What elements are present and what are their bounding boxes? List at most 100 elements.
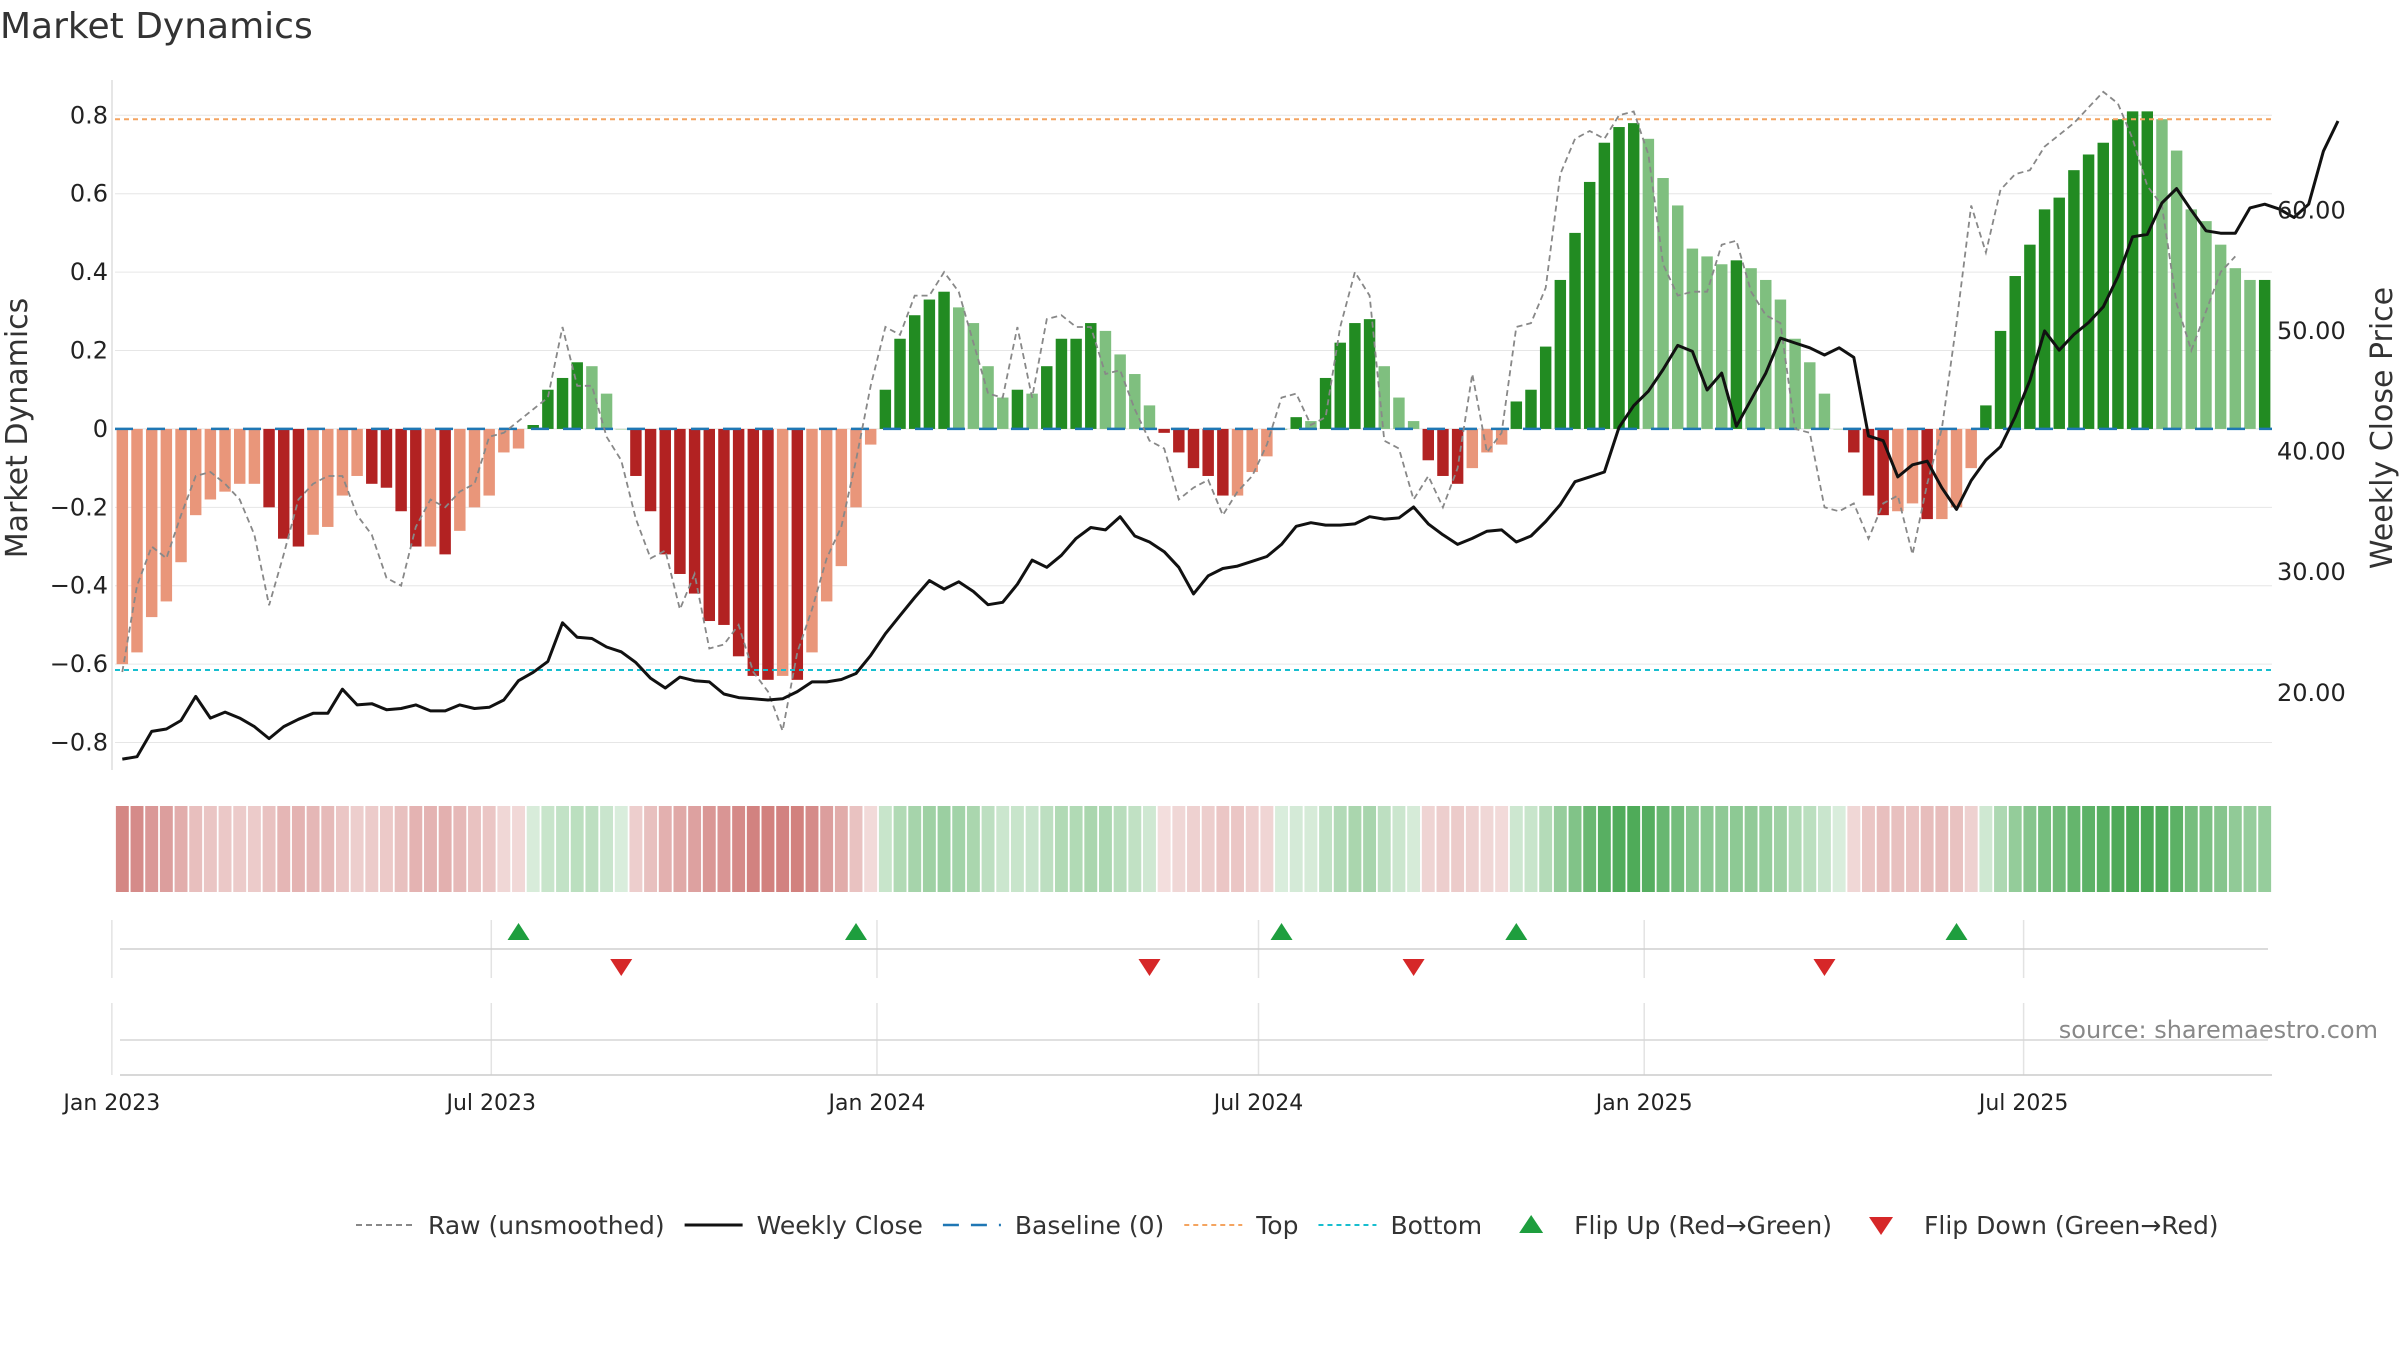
heat-cell [1333, 806, 1347, 892]
momentum-bar [2038, 209, 2051, 429]
legend-label: Flip Down (Green→Red) [1924, 1211, 2219, 1240]
momentum-bar [820, 428, 833, 602]
momentum-bar [1041, 366, 1053, 429]
momentum-bar [2068, 170, 2080, 429]
heat-cell [409, 806, 423, 892]
momentum-bar [1583, 181, 1596, 429]
heat-cell [1054, 806, 1068, 892]
heat-cell [1641, 806, 1655, 892]
heat-cell [497, 806, 511, 892]
momentum-bar [307, 428, 319, 535]
flip-up-marker [1270, 923, 1293, 940]
momentum-bar [718, 428, 730, 625]
heat-cell [1010, 806, 1024, 892]
y-tick-label: 0.2 [70, 337, 108, 365]
heat-cell [203, 806, 217, 892]
heat-cell [145, 806, 159, 892]
momentum-bar [1217, 428, 1229, 496]
momentum-bar [278, 428, 290, 539]
momentum-bar [1745, 268, 1757, 429]
momentum-bar [571, 362, 583, 429]
heat-cell [1201, 806, 1215, 892]
momentum-bar [2009, 276, 2021, 429]
flip-down-marker [1402, 959, 1425, 976]
flip-up-marker [1945, 923, 1968, 940]
y-tick-label: 0.4 [70, 258, 108, 286]
momentum-bar [1011, 389, 1024, 429]
momentum-bar [1980, 405, 1992, 429]
heat-cell [1187, 806, 1200, 892]
y2-tick-label: 40.00 [2277, 438, 2346, 466]
momentum-bar [1451, 428, 1464, 484]
heat-cell [556, 806, 569, 892]
heat-cell [732, 806, 746, 892]
momentum-bar [1026, 393, 1038, 429]
momentum-bar [1642, 138, 1655, 429]
momentum-bar [600, 393, 613, 429]
y-axis-ticks: 0.8 0.6 0.4 0.2 0 −0.2 −0.4 −0.6 −0.8 [50, 101, 108, 756]
heat-cell [1700, 806, 1714, 892]
momentum-heat-strip [115, 806, 2272, 892]
heat-cell [776, 806, 790, 892]
momentum-bar [776, 428, 789, 676]
heat-cell [717, 806, 731, 892]
heat-cell [673, 806, 687, 892]
heat-cell [1671, 806, 1685, 892]
heat-cell [1099, 806, 1112, 892]
momentum-bar [1437, 428, 1449, 476]
heat-cell [702, 806, 716, 892]
heat-cell [893, 806, 907, 892]
momentum-bar [336, 428, 349, 496]
heat-cell [1715, 806, 1729, 892]
heat-cell [1627, 806, 1641, 892]
heat-cell [2023, 806, 2037, 892]
heat-cell [350, 806, 364, 892]
momentum-bar [659, 428, 671, 555]
heat-cell [1950, 806, 1963, 892]
momentum-bar [1363, 319, 1376, 429]
heat-cell [1656, 806, 1670, 892]
momentum-bar [2214, 244, 2227, 429]
momentum-bar [630, 428, 642, 476]
y-tick-label: −0.8 [50, 729, 108, 757]
heat-cell [1495, 806, 1509, 892]
momentum-bar [1334, 342, 1346, 429]
momentum-bar [762, 428, 774, 680]
momentum-bar [1085, 323, 1097, 429]
momentum-bar [468, 428, 481, 508]
momentum-bar [732, 428, 745, 657]
momentum-bar [1672, 205, 1684, 429]
y2-tick-label: 20.00 [2277, 679, 2346, 707]
momentum-bar [556, 377, 569, 429]
momentum-bar [366, 428, 378, 484]
heat-cell [658, 806, 672, 892]
heat-cell [981, 806, 995, 892]
heat-cell [1465, 806, 1479, 892]
momentum-bar [1936, 428, 1948, 520]
heat-cell [922, 806, 936, 892]
momentum-bar [1539, 346, 1552, 429]
heat-cell [526, 806, 540, 892]
heat-cell [1964, 806, 1978, 892]
momentum-bar [1231, 428, 1244, 496]
heat-cell [1172, 806, 1186, 892]
momentum-bar [410, 428, 422, 547]
momentum-bar [1877, 428, 1889, 516]
flip-up-marker [1505, 923, 1528, 940]
heat-cell [952, 806, 966, 892]
momentum-bar [1760, 279, 1772, 429]
legend-flip-down-swatch [1869, 1217, 1894, 1235]
heat-cell [1436, 806, 1450, 892]
heat-cell [908, 806, 922, 892]
momentum-bar [542, 389, 554, 429]
momentum-bar [923, 299, 936, 429]
heat-cell [1143, 806, 1156, 892]
heat-cell [380, 806, 393, 892]
heat-cell [1480, 806, 1494, 892]
momentum-bar [1129, 374, 1141, 429]
momentum-bar [953, 307, 965, 429]
momentum-bar [2185, 209, 2198, 429]
momentum-bar [512, 428, 525, 449]
heat-cell [365, 806, 379, 892]
momentum-bar [1143, 405, 1156, 429]
